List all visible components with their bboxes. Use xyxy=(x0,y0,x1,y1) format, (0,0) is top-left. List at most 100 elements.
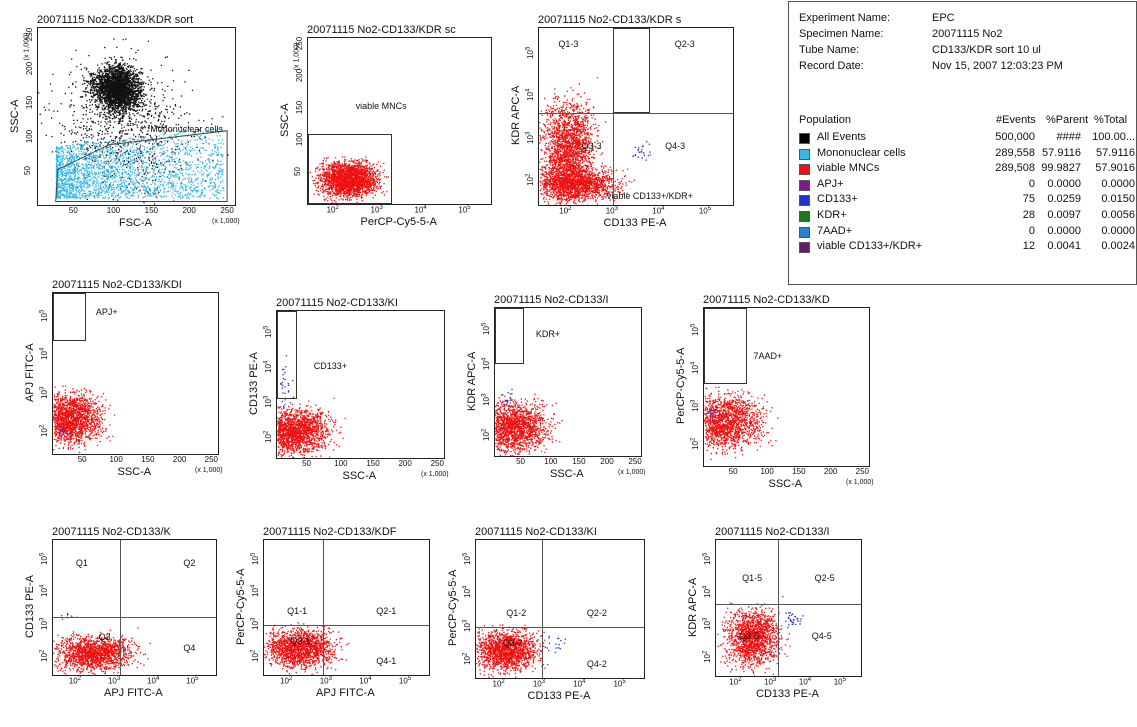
x-tick-label: 105 xyxy=(613,679,626,689)
gate-label: 7AAD+ xyxy=(753,350,783,361)
population-parent: 0.0000 xyxy=(1047,224,1081,237)
y-axis-label: SSC-A xyxy=(279,103,291,137)
scatter-plot: viable MNCs xyxy=(307,37,492,205)
tube-name-value: CD133/KDR sort 10 ul xyxy=(932,44,1041,56)
x-tick-label: 103 xyxy=(605,206,618,216)
x-axis-label: SSC-A xyxy=(342,470,377,482)
x-tick-label: 150 xyxy=(366,459,380,468)
y-tick-label: 104 xyxy=(462,586,472,599)
x-scale-note: (x 1,000) xyxy=(421,471,449,478)
population-events: 0 xyxy=(1028,177,1035,190)
y-tick-label: 105 xyxy=(525,46,535,59)
quadrant-vertical-line xyxy=(778,540,780,676)
quadrant-horizontal-line xyxy=(716,603,861,605)
y-axis-label: PerCP-Cy5-5-A xyxy=(447,569,459,646)
scatter-points xyxy=(38,38,229,205)
y-tick-label: 200 xyxy=(25,61,35,76)
y-axis-label: PerCP-Cy5-5-A xyxy=(675,347,687,424)
record-date-value: Nov 15, 2007 12:03:23 PM xyxy=(932,60,1063,72)
y-tick-label: 102 xyxy=(263,431,273,444)
rectangular-gate xyxy=(53,293,86,342)
y-axis-label: SSC-A xyxy=(9,98,21,133)
tube-name-label: Tube Name: xyxy=(799,44,860,56)
scatter-plot: KDR+ xyxy=(494,307,642,457)
red-event-cloud xyxy=(476,624,549,678)
red-event-cloud xyxy=(717,596,793,676)
x-axis-label: SSC-A xyxy=(768,478,803,490)
x-tick-label: 150 xyxy=(572,457,586,466)
population-events: 0 xyxy=(1028,224,1035,237)
plot-title: 20071115 No2-CD133/KDI xyxy=(52,279,182,291)
quadrant-label: Q1-1 xyxy=(287,606,308,617)
y-tick-label: 105 xyxy=(690,323,700,337)
y-axis-label: KDR APC-A xyxy=(466,351,478,411)
x-axis-label: APJ FITC-A xyxy=(316,687,375,699)
gate-label: KDR+ xyxy=(535,328,561,339)
population-name: Mononuclear cells xyxy=(817,146,906,159)
scatter-plot: Q1-5 Q2-5 Q3-5 Q4-5 xyxy=(715,539,862,677)
x-axis-label: FSC-A xyxy=(119,217,152,229)
population-name: viable CD133+/KDR+ xyxy=(817,240,923,253)
quadrant-horizontal-line xyxy=(264,625,429,627)
x-tick-label: 102 xyxy=(559,206,572,216)
cyan-event-cloud xyxy=(55,128,225,200)
red-event-cloud xyxy=(53,385,116,454)
x-tick-label: 104 xyxy=(414,205,427,215)
scatter-plot: Q1 Q2 Q3 Q4 xyxy=(52,539,217,676)
quadrant-label: Q3 xyxy=(98,631,111,642)
x-axis-label: CD133 PE-A xyxy=(527,690,591,702)
x-tick-label: 100 xyxy=(544,457,558,466)
x-axis-label: SSC-A xyxy=(117,466,152,478)
quadrant-label: Q2-1 xyxy=(376,606,397,617)
population-row: viable CD133+/KDR+ 12 0.0041 0.0024 xyxy=(799,240,1135,255)
y-tick-label: 103 xyxy=(481,393,491,406)
plot-title: 20071115 No2-CD133/I xyxy=(494,294,609,306)
scatter-points xyxy=(53,385,116,454)
black-event-cloud xyxy=(82,46,153,122)
population-color-swatch xyxy=(799,242,810,254)
y-tick-label: 102 xyxy=(39,425,49,438)
y-tick-label: 105 xyxy=(250,552,260,565)
population-parent: 0.0000 xyxy=(1047,177,1081,190)
x-tick-label: 102 xyxy=(326,205,339,215)
population-total: 0.0024 xyxy=(1101,240,1135,253)
x-tick-label: 200 xyxy=(172,455,187,464)
quadrant-label: Q2-2 xyxy=(586,607,607,618)
population-name: 7AAD+ xyxy=(817,224,853,237)
population-events: 12 xyxy=(1022,240,1035,253)
scatter-plot: Q1-3 Q2-3 Q3-3 Q4-3 viable CD133+/KDR+ xyxy=(538,27,734,206)
gate-label: viable CD133+/KDR+ xyxy=(606,190,693,201)
rectangular-gate xyxy=(704,308,747,384)
y-tick-label: 104 xyxy=(39,585,49,598)
y-axis-label: KDR APC-A xyxy=(687,577,699,637)
quadrant-label: Q2-3 xyxy=(674,38,695,49)
gate-label: viable MNCs xyxy=(355,101,407,112)
quadrant-vertical-line xyxy=(612,28,614,205)
x-tick-label: 150 xyxy=(141,455,155,464)
quadrant-label: Q4-3 xyxy=(665,141,686,152)
x-tick-label: 105 xyxy=(698,206,712,216)
x-tick-label: 103 xyxy=(319,676,332,686)
x-tick-label: 250 xyxy=(204,455,218,464)
population-row: APJ+ 0 0.0000 0.0000 xyxy=(799,177,1135,193)
plot-title: 20071115 No2-CD133/KDR s xyxy=(538,14,682,26)
y-tick-label: 105 xyxy=(39,552,49,565)
population-row: Mononuclear cells 289,558 57.9116 57.9116 xyxy=(799,146,1135,162)
y-tick-label: 103 xyxy=(690,399,700,412)
y-axis-label: CD133 PE-A xyxy=(24,575,36,638)
population-row: viable MNCs 289,508 99.9827 57.9016 xyxy=(799,162,1135,177)
population-total: 57.9116 xyxy=(1096,146,1135,159)
x-axis-label: CD133 PE-A xyxy=(756,688,819,700)
plot-title: 20071115 No2-CD133/I xyxy=(715,526,830,538)
y-tick-label: 105 xyxy=(481,322,491,335)
scatter-points xyxy=(264,622,350,675)
plot-title: 20071115 No2-CD133/KDF xyxy=(263,526,397,538)
population-events: 289,558 xyxy=(995,146,1035,159)
gate-label: Mononuclear cells xyxy=(150,123,223,134)
x-tick-label: 50 xyxy=(302,459,312,468)
x-tick-label: 103 xyxy=(532,679,546,689)
y-tick-label: 102 xyxy=(702,650,712,663)
red-event-cloud xyxy=(539,162,636,205)
scatter-plot: CD133+ xyxy=(276,310,445,459)
x-tick-label: 100 xyxy=(334,459,348,468)
